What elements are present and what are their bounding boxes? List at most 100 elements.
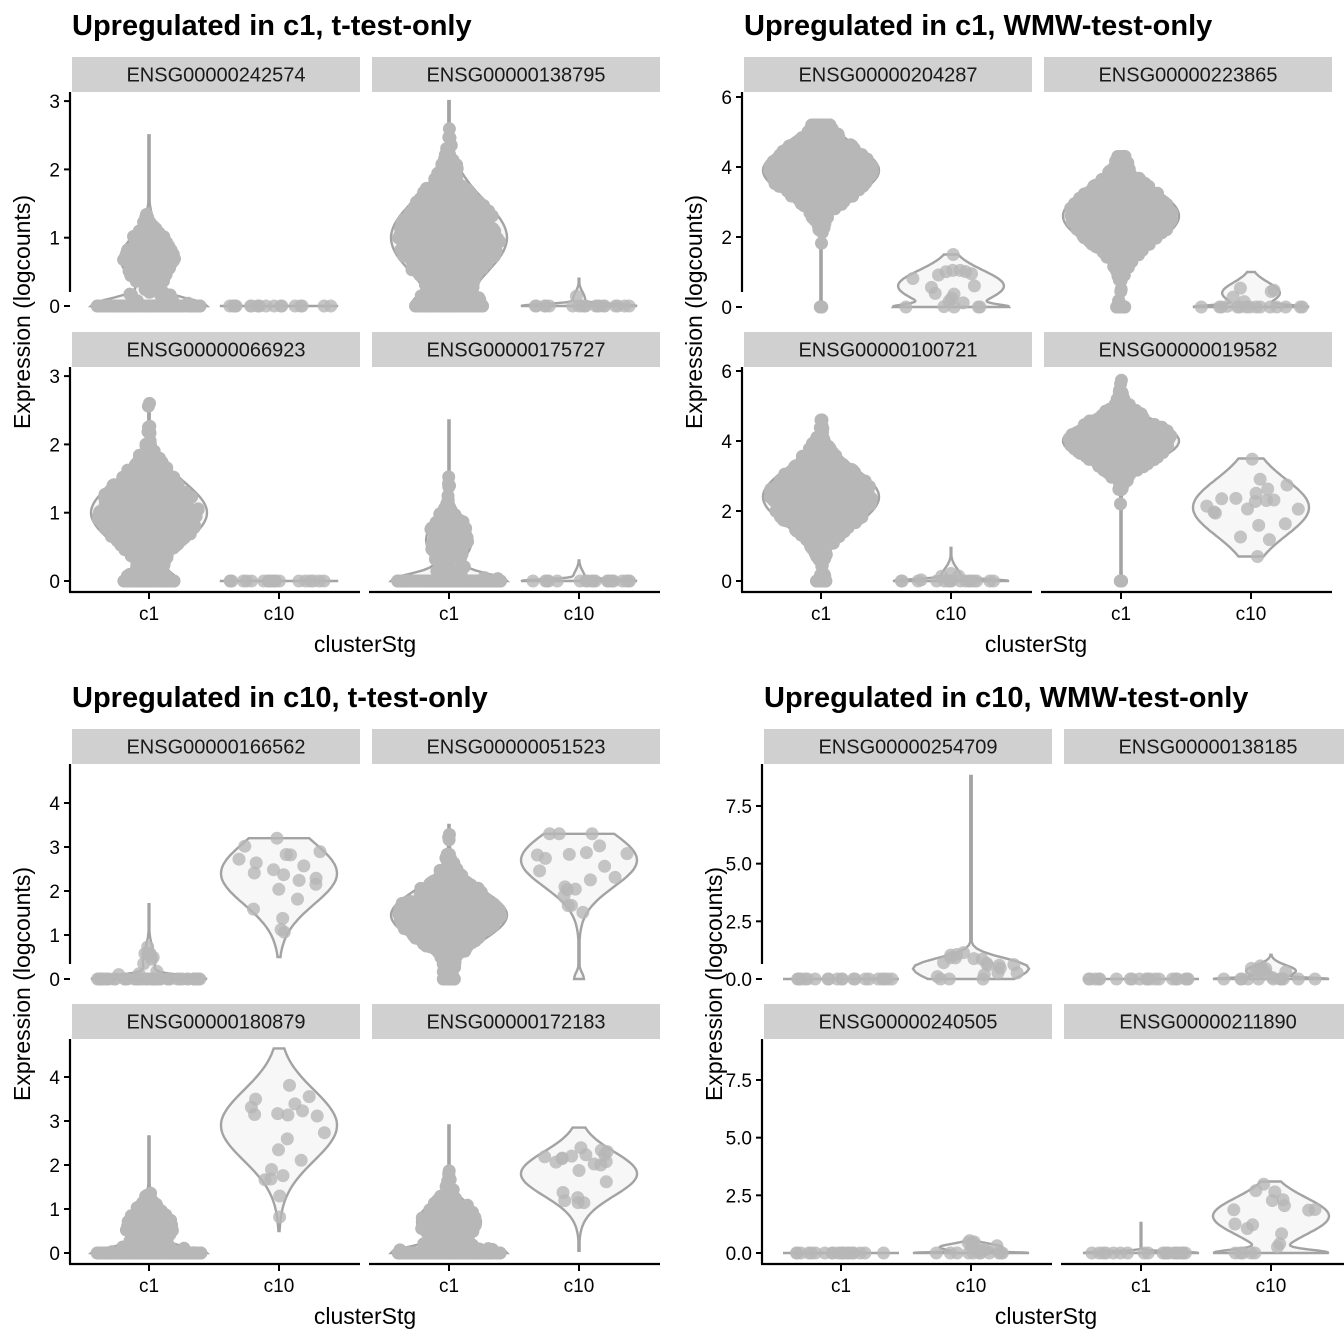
data-point — [155, 455, 169, 469]
y-tick-label: 0 — [721, 298, 732, 319]
chart-title: Upregulated in c1, WMW-test-only — [744, 10, 1212, 42]
data-point — [1144, 209, 1158, 223]
data-point — [405, 205, 418, 219]
points-c10 — [528, 289, 636, 313]
data-point — [456, 561, 470, 575]
data-point — [288, 299, 302, 313]
data-point — [816, 477, 830, 491]
x-tick-label: c10 — [1236, 604, 1267, 625]
violin-c10 — [520, 559, 638, 583]
data-point — [445, 533, 459, 547]
facet: ENSG00000223865 — [1044, 57, 1332, 314]
data-point — [410, 299, 424, 313]
points-c1 — [392, 122, 507, 313]
data-point — [91, 299, 105, 313]
data-point — [586, 574, 600, 588]
data-point — [108, 500, 122, 514]
data-point — [848, 516, 862, 530]
data-point — [420, 187, 434, 201]
data-point — [457, 574, 471, 588]
data-point — [458, 242, 472, 256]
data-point — [857, 500, 870, 514]
data-point — [622, 574, 636, 588]
y-tick-label: 2 — [721, 502, 732, 523]
x-tick-label: c1 — [139, 604, 159, 625]
data-point — [177, 522, 191, 536]
data-point — [397, 249, 411, 263]
x-tick-label: c1 — [811, 604, 831, 625]
data-point — [162, 539, 176, 553]
data-point — [439, 147, 453, 161]
data-point — [832, 135, 846, 149]
data-point — [805, 515, 819, 529]
data-point — [1109, 158, 1123, 172]
data-point — [134, 223, 148, 237]
data-point — [953, 263, 967, 277]
data-point — [1132, 248, 1146, 262]
data-point — [1237, 295, 1251, 309]
y-tick-label: 4 — [721, 158, 732, 179]
data-point — [439, 556, 453, 570]
data-point — [1114, 284, 1128, 298]
violin-c10 — [1192, 270, 1310, 309]
data-point — [775, 472, 789, 486]
facet-label: ENSG00000204287 — [798, 65, 977, 87]
data-point — [836, 513, 850, 527]
data-point — [832, 147, 846, 161]
data-point — [452, 284, 466, 298]
data-point — [157, 286, 171, 300]
x-tick-label: c10 — [264, 604, 295, 625]
data-point — [133, 465, 147, 479]
data-point — [430, 574, 444, 588]
points-c1 — [91, 396, 205, 588]
data-point — [800, 496, 814, 510]
data-point — [805, 542, 819, 555]
data-point — [142, 451, 155, 465]
data-point — [1121, 259, 1134, 273]
data-point — [967, 279, 981, 293]
data-point — [899, 300, 913, 314]
facet-strip — [744, 332, 1032, 367]
x-tick-label: c10 — [936, 604, 967, 625]
data-point — [971, 300, 985, 314]
data-point — [542, 299, 556, 313]
data-point — [1157, 195, 1171, 209]
data-point — [128, 522, 142, 536]
data-point — [811, 118, 825, 132]
data-point — [324, 299, 338, 313]
x-tick-label: c1 — [1111, 604, 1131, 625]
facet: ENSG00000138795 — [372, 57, 660, 313]
data-point — [108, 512, 122, 526]
data-point — [141, 299, 155, 313]
data-point — [427, 534, 440, 548]
y-tick-label: 2 — [49, 160, 60, 181]
data-point — [244, 299, 258, 313]
data-point — [486, 222, 500, 236]
data-point — [476, 574, 490, 588]
data-point — [139, 437, 153, 451]
data-point — [137, 266, 151, 280]
points-c1 — [763, 413, 878, 588]
data-point — [454, 550, 468, 564]
data-point — [1114, 497, 1127, 511]
data-point — [128, 574, 142, 588]
data-point — [618, 299, 632, 313]
data-point — [438, 259, 452, 272]
data-point — [1111, 266, 1125, 280]
data-point — [459, 532, 473, 546]
x-tick-label: c1 — [439, 604, 459, 625]
data-point — [425, 299, 438, 313]
y-tick-label: 6 — [721, 362, 732, 383]
data-point — [815, 236, 828, 250]
points-c1 — [1064, 150, 1179, 314]
data-point — [126, 492, 139, 506]
data-point — [1144, 231, 1157, 245]
data-point — [407, 230, 421, 244]
data-point — [1079, 218, 1093, 232]
data-point — [425, 522, 439, 536]
data-point — [474, 251, 488, 265]
y-tick-label: 0 — [721, 572, 732, 593]
